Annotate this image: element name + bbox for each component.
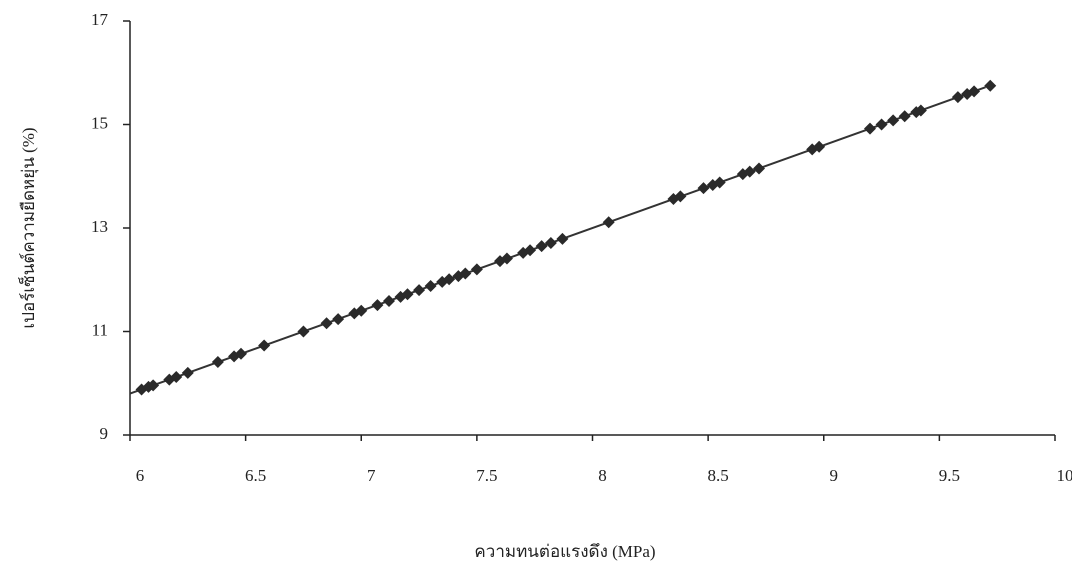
- point: [603, 216, 615, 228]
- chart: ความทนต่อแรงดึง (MPa) เปอร์เซ็นต์ความยืด…: [0, 0, 1072, 568]
- point: [297, 326, 309, 338]
- trendline: [130, 87, 986, 393]
- x-tick-label: 7.5: [476, 466, 497, 485]
- x-axis-label: ความทนต่อแรงดึง (MPa): [474, 542, 655, 561]
- point: [425, 280, 437, 292]
- x-tick-label: 7: [367, 466, 376, 485]
- point: [876, 119, 888, 131]
- point: [332, 313, 344, 325]
- point: [899, 110, 911, 122]
- point: [984, 80, 996, 92]
- x-tick-label: 6: [136, 466, 145, 485]
- x-tick-label: 6.5: [245, 466, 266, 485]
- y-axis-label: เปอร์เซ็นต์ความยืดหยุ่น (%): [17, 127, 39, 328]
- y-tick-label: 11: [92, 320, 108, 339]
- y-tick-label: 9: [100, 424, 109, 443]
- point: [864, 123, 876, 135]
- point: [545, 237, 557, 249]
- point: [536, 240, 548, 252]
- x-tick-label: 9.5: [939, 466, 960, 485]
- point: [321, 317, 333, 329]
- point: [753, 162, 765, 174]
- x-tick-label: 8.5: [708, 466, 729, 485]
- point: [698, 182, 710, 194]
- y-tick-label: 17: [91, 10, 109, 29]
- point: [413, 284, 425, 296]
- point: [258, 339, 270, 351]
- point: [887, 114, 899, 126]
- x-tick-label: 10: [1057, 466, 1072, 485]
- point: [952, 91, 964, 103]
- point: [182, 367, 194, 379]
- y-tick-label: 15: [91, 113, 108, 132]
- point: [212, 356, 224, 368]
- page: {"chart_data": {"type": "scatter", "x_la…: [0, 0, 1072, 568]
- point: [471, 263, 483, 275]
- x-tick-label: 9: [830, 466, 839, 485]
- point: [383, 295, 395, 307]
- point: [556, 233, 568, 245]
- point: [371, 299, 383, 311]
- x-tick-label: 8: [598, 466, 607, 485]
- y-tick-label: 13: [91, 217, 108, 236]
